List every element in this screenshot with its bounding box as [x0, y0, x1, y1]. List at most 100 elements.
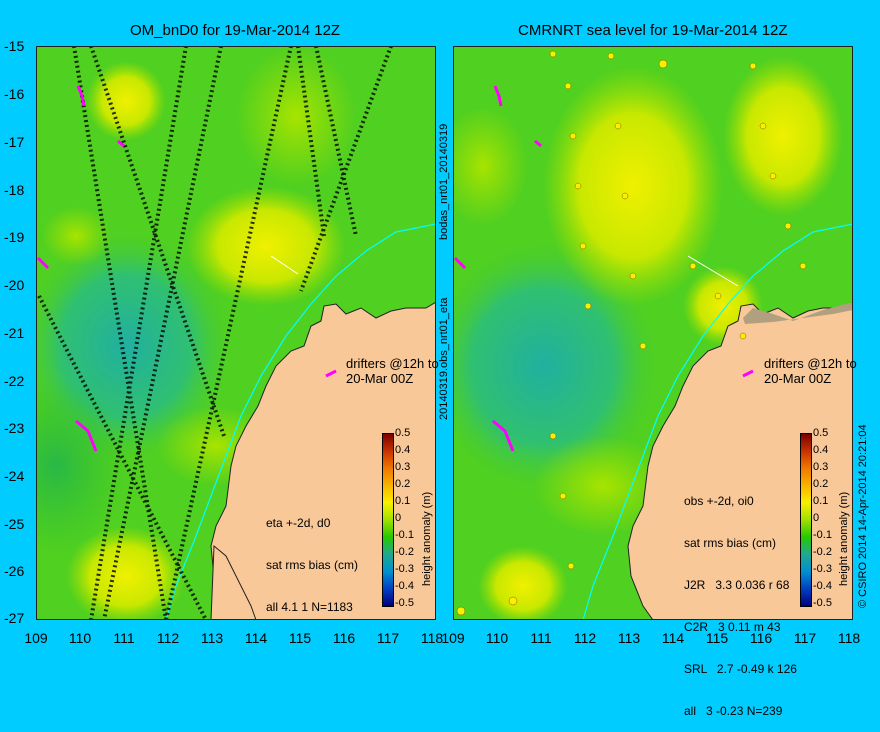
lon-tick: 110	[485, 630, 509, 646]
lon-tick: 109	[24, 630, 48, 646]
right-map-frame	[453, 46, 853, 620]
left-drifter-label-2: 20-Mar 00Z	[346, 371, 414, 386]
anomaly-light-west	[453, 106, 528, 226]
colorbar-tick: 0.3	[813, 461, 829, 473]
colorbar-tick: 0.2	[395, 478, 411, 490]
left-map[interactable]	[36, 46, 436, 620]
left-drifter-label-1: drifters @12h to	[346, 356, 439, 371]
anomaly-high-north	[86, 61, 166, 141]
left-colorbar-label: height anomaly (m)	[421, 491, 433, 586]
left-map-title: OM_bnD0 for 19-Mar-2014 12Z	[130, 22, 341, 39]
colorbar-tick: 0.5	[395, 427, 411, 439]
stats-line: sat rms bias (cm)	[684, 536, 777, 550]
colorbar-tick: 0.4	[395, 444, 411, 456]
anomaly-high-south	[478, 546, 568, 620]
stats-line: obs +-2d, oi0	[684, 494, 754, 508]
lon-tick: 109	[441, 630, 465, 646]
lat-tick: -18	[4, 182, 25, 198]
side-label-top: bodas_nrt01_20140319	[438, 123, 450, 240]
anomaly-high-northeast	[236, 46, 356, 186]
lon-tick: 117	[376, 630, 400, 646]
lat-tick: -27	[4, 610, 25, 626]
lon-tick: 118	[420, 630, 444, 646]
lat-tick: -25	[4, 516, 25, 532]
colorbar-tick: 0.1	[813, 495, 829, 507]
lon-tick: 114	[244, 630, 268, 646]
colorbar-tick: -0.2	[395, 546, 414, 558]
anomaly-high-northeast	[723, 56, 843, 216]
colorbar-tick: -0.2	[813, 546, 832, 558]
right-drifter-label-2: 20-Mar 00Z	[764, 371, 832, 386]
lon-tick: 118	[837, 630, 861, 646]
satellite-tracks	[37, 46, 393, 620]
colorbar-tick: 0	[813, 512, 820, 524]
right-drifter-label-1: drifters @12h to	[764, 356, 857, 371]
colorbar-tick: -0.5	[395, 597, 414, 609]
lat-tick: -26	[4, 563, 25, 579]
peninsula	[210, 544, 257, 620]
side-label-bottom: 20140319.obs_nrt01_eta	[438, 297, 450, 420]
colorbar-tick: -0.5	[813, 597, 832, 609]
lat-tick: -21	[4, 325, 25, 341]
lon-tick: 111	[530, 630, 552, 646]
stats-line: sat rms bias (cm)	[266, 558, 359, 572]
lon-tick: 115	[705, 630, 729, 646]
colorbar-tick: -0.4	[395, 580, 414, 592]
stats-line: C2R 3 0.11 m 43	[684, 620, 781, 634]
lat-tick: -20	[4, 277, 25, 293]
lon-tick: 114	[661, 630, 685, 646]
lat-tick: -17	[4, 134, 25, 150]
lon-tick: 112	[573, 630, 597, 646]
left-map-frame	[36, 46, 436, 620]
left-stats: eta +-2d, d0 sat rms bias (cm) all 4.1 1…	[266, 488, 358, 628]
colorbar-tick: 0.5	[813, 427, 829, 439]
colorbar-tick: -0.3	[395, 563, 414, 575]
lon-tick: 116	[332, 630, 356, 646]
colorbar-tick: -0.1	[395, 529, 414, 541]
colorbar-tick: 0.3	[395, 461, 411, 473]
right-colorbar	[800, 433, 812, 607]
colorbar-tick: 0.4	[813, 444, 829, 456]
right-stats: obs +-2d, oi0 sat rms bias (cm) J2R 3.3 …	[684, 466, 797, 732]
anomaly-high-nw	[41, 206, 111, 266]
stats-line: J2R 3.3 0.036 r 68	[684, 578, 790, 592]
drifter-tracks	[36, 85, 337, 452]
lon-tick: 112	[156, 630, 180, 646]
colorbar-tick: -0.3	[813, 563, 832, 575]
coast-contour	[165, 223, 436, 620]
lon-tick: 116	[749, 630, 773, 646]
colorbar-tick: 0	[395, 512, 402, 524]
lat-tick: -15	[4, 38, 25, 54]
cross-section-line	[270, 255, 299, 275]
drifter-tracks	[453, 85, 754, 452]
anomaly-high-north	[543, 66, 723, 306]
colorbar-tick: 0.2	[813, 478, 829, 490]
lon-tick: 110	[68, 630, 92, 646]
anomaly-light-mid	[533, 436, 673, 536]
coastal-shelf	[743, 302, 853, 324]
lon-tick: 117	[793, 630, 817, 646]
lat-tick: -23	[4, 420, 25, 436]
lon-tick: 111	[113, 630, 135, 646]
lat-tick: -19	[4, 229, 25, 245]
lat-tick: -16	[4, 86, 25, 102]
cross-section-line	[687, 255, 739, 287]
lon-tick: 113	[200, 630, 224, 646]
lat-tick: -24	[4, 468, 25, 484]
stats-line: all 3 -0.23 N=239	[684, 704, 783, 718]
stats-line: SRL 2.7 -0.49 k 126	[684, 662, 797, 676]
right-map[interactable]	[453, 46, 853, 620]
right-map-title: CMRNRT sea level for 19-Mar-2014 12Z	[518, 22, 788, 39]
stats-line: all 4.1 1 N=1183	[266, 600, 353, 614]
observation-points	[456, 50, 807, 616]
colorbar-tick: 0.1	[395, 495, 411, 507]
credit-label: © CSIRO 2014 14-Apr-2014 20:21:04	[857, 424, 869, 608]
lat-tick: -22	[4, 373, 25, 389]
left-colorbar	[382, 433, 394, 607]
land-mass	[627, 301, 853, 620]
right-colorbar-label: height anomaly (m)	[838, 491, 850, 586]
lon-tick: 115	[288, 630, 312, 646]
lon-tick: 113	[617, 630, 641, 646]
colorbar-tick: -0.1	[813, 529, 832, 541]
stats-line: eta +-2d, d0	[266, 516, 331, 530]
